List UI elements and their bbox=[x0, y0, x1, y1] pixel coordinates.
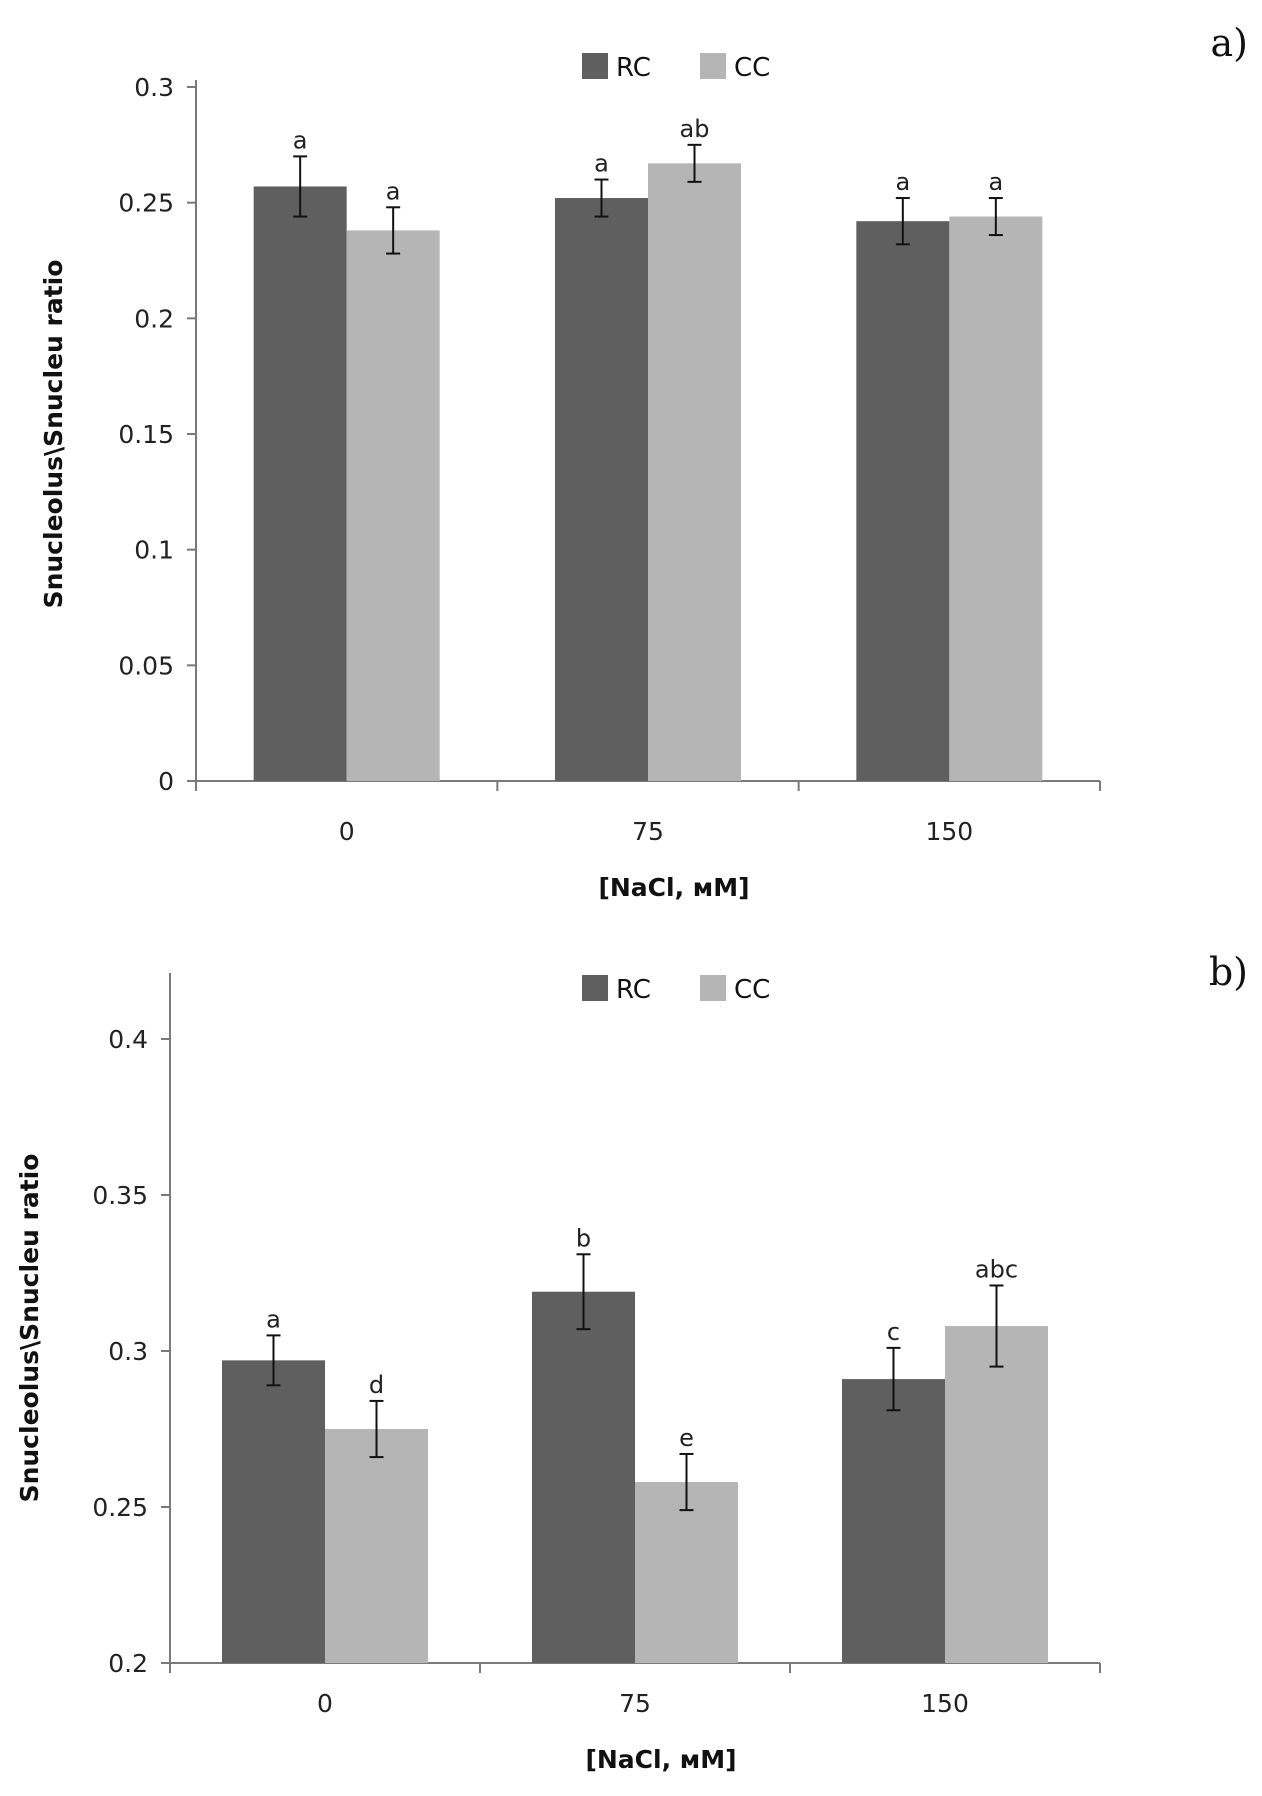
y-tick-label: 0.3 bbox=[108, 1337, 148, 1366]
significance-label: d bbox=[369, 1371, 384, 1399]
significance-label: a bbox=[988, 168, 1003, 196]
bar-rc-0 bbox=[253, 186, 347, 781]
y-tick-label: 0.2 bbox=[108, 1649, 148, 1678]
x-tick-label: 0 bbox=[339, 817, 355, 846]
significance-label: a bbox=[386, 177, 401, 205]
legend-label-cc: CC bbox=[734, 53, 770, 83]
bar-rc-150 bbox=[856, 221, 950, 781]
y-tick-label: 0.25 bbox=[118, 189, 174, 218]
x-axis-title: [NaCl, мM] bbox=[598, 873, 749, 902]
legend-swatch-rc bbox=[582, 53, 608, 79]
chart-panel-a: 0 0.05 0.1 0.15 0.2 0.25 0.3 0 a a 75 a ab 150 a a [NaCl… bbox=[39, 21, 1248, 902]
bar-cc-0 bbox=[325, 1429, 428, 1663]
y-tick-label: 0.4 bbox=[108, 1025, 148, 1054]
legend-label-rc: RC bbox=[616, 975, 651, 1005]
x-tick-label: 0 bbox=[317, 1689, 333, 1718]
bar-rc-75 bbox=[532, 1291, 635, 1663]
legend-label-cc: CC bbox=[734, 975, 770, 1005]
legend-swatch-rc bbox=[582, 975, 608, 1001]
significance-label: ab bbox=[680, 115, 710, 143]
significance-label: a bbox=[266, 1305, 281, 1333]
y-axis-title: Snucleolus\Snucleu ratio bbox=[15, 1154, 44, 1503]
significance-label: a bbox=[594, 150, 609, 178]
x-tick-label: 150 bbox=[925, 817, 973, 846]
y-tick-label: 0.1 bbox=[134, 536, 174, 565]
legend-label-rc: RC bbox=[616, 53, 651, 83]
bar-cc-150 bbox=[949, 216, 1043, 782]
panel-label: a) bbox=[1211, 21, 1248, 65]
x-tick-label: 75 bbox=[619, 1689, 651, 1718]
legend-swatch-cc bbox=[700, 975, 726, 1001]
y-tick-label: 0.15 bbox=[118, 420, 174, 449]
bar-cc-150 bbox=[945, 1326, 1048, 1663]
legend: RC CC bbox=[582, 975, 770, 1005]
significance-label: abc bbox=[975, 1255, 1018, 1283]
legend: RC CC bbox=[582, 53, 770, 83]
y-tick-label: 0.3 bbox=[134, 73, 174, 102]
significance-label: a bbox=[895, 168, 910, 196]
y-tick-label: 0.05 bbox=[118, 651, 174, 680]
bar-rc-150 bbox=[842, 1379, 945, 1663]
bar-cc-0 bbox=[346, 230, 440, 782]
significance-label: c bbox=[887, 1318, 900, 1346]
y-tick-label: 0.25 bbox=[92, 1493, 148, 1522]
x-tick-label: 75 bbox=[632, 817, 664, 846]
legend-swatch-cc bbox=[700, 53, 726, 79]
significance-label: a bbox=[293, 126, 308, 154]
chart-panel-b: 0.2 0.25 0.3 0.35 0.4 0 a d 75 b e 150 c abc [NaCl, мM… bbox=[15, 950, 1248, 1774]
y-tick-label: 0 bbox=[158, 767, 174, 796]
x-axis-title: [NaCl, мM] bbox=[585, 1745, 736, 1774]
bar-rc-0 bbox=[222, 1360, 325, 1663]
significance-label: b bbox=[576, 1224, 591, 1252]
bar-rc-75 bbox=[555, 198, 648, 782]
y-tick-label: 0.35 bbox=[92, 1181, 148, 1210]
bar-cc-75 bbox=[648, 163, 741, 782]
bar-cc-75 bbox=[635, 1482, 738, 1663]
significance-label: e bbox=[679, 1424, 694, 1452]
y-axis-title: Snucleolus\Snucleu ratio bbox=[39, 260, 68, 609]
panel-label: b) bbox=[1209, 950, 1248, 994]
y-tick-label: 0.2 bbox=[134, 304, 174, 333]
x-tick-label: 150 bbox=[921, 1689, 969, 1718]
